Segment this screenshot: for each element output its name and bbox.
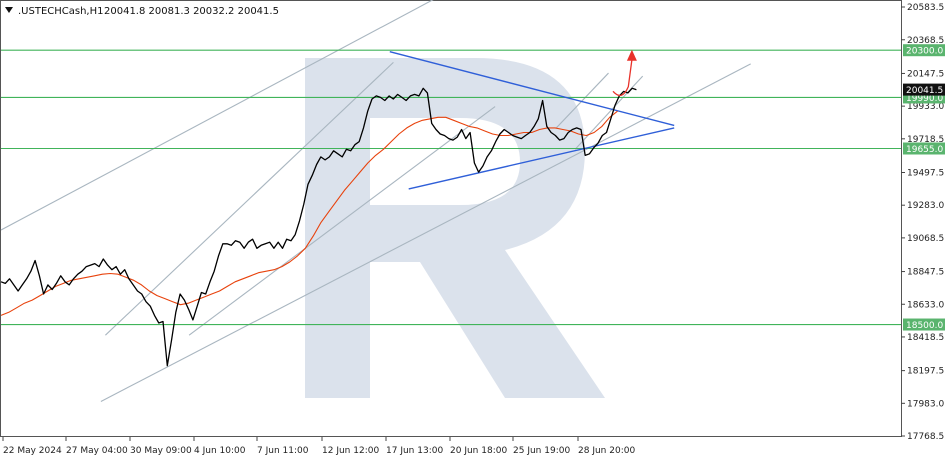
forecast-arrow [612, 49, 637, 97]
forecast-arrow-shaft [612, 59, 633, 97]
y-tick-label: 17768.5 [907, 432, 944, 442]
price-series [0, 87, 637, 367]
channel-upper-outer-line[interactable] [0, 0, 553, 231]
x-tick-label: 12 Jun 12:00 [322, 446, 379, 456]
x-tick-label: 25 Jun 19:00 [513, 446, 570, 456]
broker-logo-watermark-icon [305, 58, 605, 398]
level-label: 18500.0 [906, 321, 943, 331]
level-label: 19990.0 [906, 94, 943, 104]
channel-lower-inner-line[interactable] [188, 106, 496, 336]
x-axis: 22 May 2024 27 May 04:00 30 May 09:00 4 Jun… [2, 437, 635, 456]
y-tick-label: 18197.5 [907, 367, 944, 377]
symbol-label: .USTECHCash,H1 [18, 6, 104, 17]
ohlc-readout: 20041.8 20081.3 20032.2 20041.5 [104, 6, 279, 17]
level-label: 19655.0 [906, 145, 943, 155]
moving-average-series [0, 110, 618, 316]
x-tick-label: 4 Jun 10:00 [194, 446, 246, 456]
y-tick-label: 20147.5 [907, 69, 944, 79]
level-label-box [903, 44, 945, 57]
y-tick-label: 17983.0 [907, 399, 944, 409]
moving-average-line [0, 110, 618, 316]
current-price-label: 20041.5 [906, 86, 943, 96]
price-labels: 20300.0 19990.0 19655.0 18500.0 20041.5 [903, 44, 945, 331]
level-label: 20300.0 [906, 47, 943, 57]
y-tick-label: 19497.5 [907, 169, 944, 179]
y-tick-label: 18633.0 [907, 300, 944, 310]
price-line [0, 87, 637, 367]
triangle-down-icon[interactable] [5, 7, 13, 13]
current-price-box [903, 83, 945, 96]
y-tick-label: 19933.0 [907, 102, 944, 112]
x-tick-label: 20 Jun 18:00 [450, 446, 507, 456]
y-tick-label: 19718.5 [907, 135, 944, 145]
y-tick-label: 20583.5 [907, 3, 944, 13]
level-label-box [903, 142, 945, 155]
x-tick-label: 22 May 2024 [3, 446, 62, 456]
triangle-lines[interactable] [389, 51, 675, 190]
triangle-lower-line[interactable] [408, 127, 675, 190]
channel-lines[interactable] [0, 0, 751, 402]
chart-header: .USTECHCash,H1 20041.8 20081.3 20032.2 2… [5, 6, 279, 17]
y-tick-label: 18418.5 [907, 333, 944, 343]
level-lines[interactable] [1, 49, 901, 326]
channel-upper-right-line[interactable] [555, 72, 609, 129]
triangle-upper-line[interactable] [389, 51, 675, 127]
y-tick-label: 19068.5 [907, 234, 944, 244]
channel-upper-inner-line[interactable] [105, 61, 394, 336]
y-tick-label: 20368.5 [907, 36, 944, 46]
x-tick-label: 7 Jun 11:00 [257, 446, 309, 456]
x-tick-label: 17 Jun 13:00 [386, 446, 443, 456]
level-label-box [903, 318, 945, 331]
channel-lower-outer-line[interactable] [100, 63, 751, 402]
x-tick-label: 28 Jun 20:00 [578, 446, 635, 456]
arrow-up-icon [626, 49, 637, 61]
y-tick-label: 18847.5 [907, 268, 944, 278]
y-tick-label: 19283.0 [907, 201, 944, 211]
x-tick-label: 30 May 09:00 [130, 446, 192, 456]
x-tick-label: 27 May 04:00 [66, 446, 128, 456]
y-axis: 20583.5 20368.5 20147.5 19933.0 19718.5 19497… [901, 3, 944, 442]
